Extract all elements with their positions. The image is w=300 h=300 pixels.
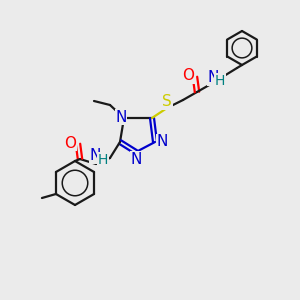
Text: N: N	[130, 152, 142, 166]
Text: S: S	[162, 94, 172, 110]
Text: H: H	[215, 74, 225, 88]
Text: O: O	[182, 68, 194, 83]
Text: N: N	[115, 110, 127, 124]
Text: O: O	[64, 136, 76, 151]
Text: N: N	[207, 70, 219, 86]
Text: H: H	[98, 153, 108, 167]
Text: N: N	[89, 148, 101, 164]
Text: N: N	[156, 134, 168, 149]
